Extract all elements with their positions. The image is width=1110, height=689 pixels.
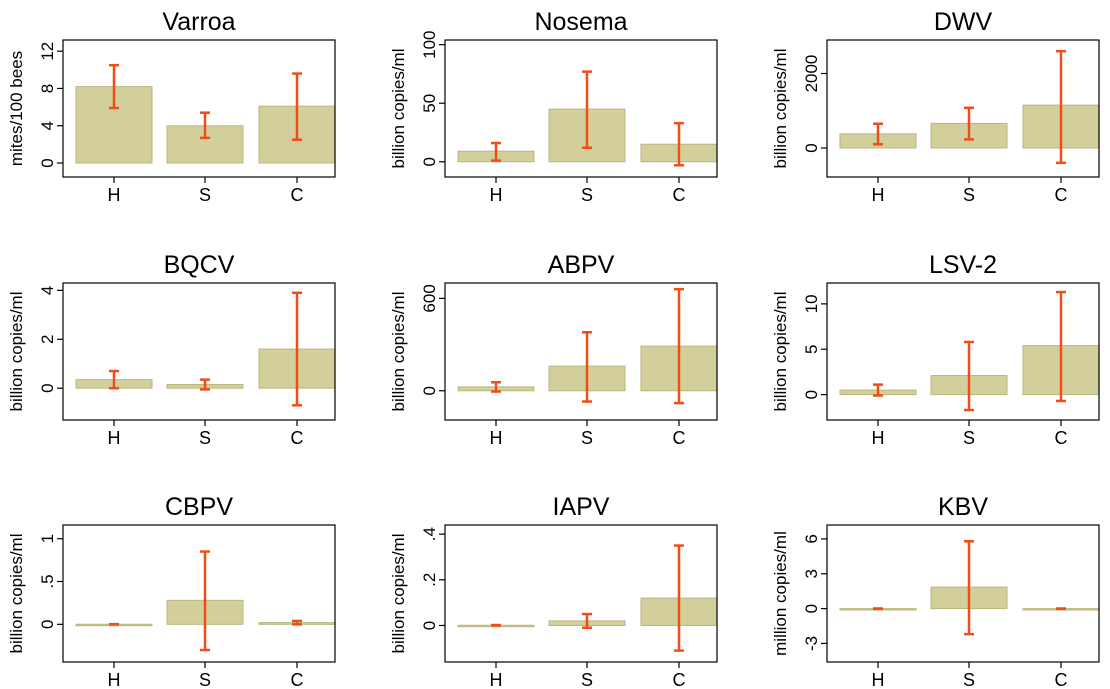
y-tick-label: .2 [420,573,439,587]
panel-dwv: DWV billion copies/ml 0 2000 H S C [771,8,1099,205]
y-tick-label: 5 [802,344,821,353]
panel-cbpv: CBPV billion copies/ml 0 .5 1 H S C [7,493,335,689]
panel-title: CBPV [165,493,233,521]
y-tick-label: 4 [38,286,57,295]
y-tick-label: -3 [802,636,821,651]
x-tick-label: C [673,185,686,205]
x-tick-label: H [490,670,503,689]
x-tick-label: H [108,185,121,205]
y-tick-label: 8 [38,84,57,93]
y-tick-label: 0 [38,383,57,392]
panel-iapv: IAPV billion copies/ml 0 .2 .4 H S C [389,493,717,689]
x-tick-label: H [490,428,503,448]
y-tick-label: 100 [420,30,439,58]
x-tick-label: S [581,185,593,205]
y-tick-label: 0 [420,157,439,166]
x-tick-label: S [963,185,975,205]
y-tick-label: .5 [38,574,57,588]
x-tick-label: C [673,428,686,448]
panel-abpv: ABPV billion copies/ml 0 600 H S C [389,251,717,448]
y-tick-label: 600 [420,284,439,312]
panel-lsv-2: LSV-2 billion copies/ml 0 5 10 H S C [771,251,1099,448]
y-tick-label: 0 [420,621,439,630]
x-tick-label: S [581,428,593,448]
x-tick-label: H [872,670,885,689]
x-tick-label: H [872,185,885,205]
y-axis-label: billion copies/ml [771,292,790,412]
x-tick-label: C [291,670,304,689]
y-tick-label: 0 [38,620,57,629]
x-tick-label: C [1055,185,1068,205]
panel-nosema: Nosema billion copies/ml 0 50 100 H S C [389,8,717,205]
x-tick-label: C [291,428,304,448]
y-axis-label: billion copies/ml [7,534,26,654]
panel-title: BQCV [164,251,235,279]
y-tick-label: 4 [38,121,57,130]
x-tick-label: H [872,428,885,448]
y-tick-label: 1 [38,534,57,543]
x-tick-label: S [581,670,593,689]
y-axis-label: billion copies/ml [7,292,26,412]
x-tick-label: H [108,428,121,448]
panel-varroa: Varroa mites/100 bees 0 4 8 12 H S C [7,8,335,205]
plot-frame [63,525,335,662]
panel-title: Varroa [162,8,235,36]
y-tick-label: 50 [420,94,439,113]
panel-bqcv: BQCV billion copies/ml 0 2 4 H S C [7,251,335,448]
x-tick-label: C [1055,428,1068,448]
x-tick-label: C [291,185,304,205]
x-tick-label: S [963,670,975,689]
panel-title: DWV [934,8,993,36]
panel-title: IAPV [553,493,610,521]
x-tick-label: S [199,185,211,205]
y-axis-label: million copies/ml [771,531,790,656]
y-tick-label: 12 [38,42,57,61]
x-tick-label: C [673,670,686,689]
y-tick-label: 0 [420,386,439,395]
panel-title: LSV-2 [929,251,997,279]
x-tick-label: S [963,428,975,448]
y-tick-label: 3 [802,569,821,578]
y-tick-label: 0 [802,143,821,152]
y-tick-label: 0 [802,390,821,399]
y-tick-label: 10 [802,294,821,313]
x-tick-label: C [1055,670,1068,689]
y-axis-label: billion copies/ml [771,49,790,169]
y-axis-label: mites/100 bees [7,51,26,166]
y-axis-label: billion copies/ml [389,49,408,169]
y-axis-label: billion copies/ml [389,534,408,654]
y-tick-label: 0 [38,158,57,167]
y-tick-label: 2000 [802,55,821,93]
panel-title: KBV [938,493,988,521]
y-tick-label: 0 [802,604,821,613]
x-tick-label: S [199,428,211,448]
y-tick-label: 6 [802,534,821,543]
y-tick-label: 2 [38,335,57,344]
x-tick-label: S [199,670,211,689]
panel-kbv: KBV million copies/ml -3 0 3 6 H S C [771,493,1099,689]
x-tick-label: H [490,185,503,205]
panel-title: ABPV [548,251,615,279]
y-tick-label: .4 [420,527,439,541]
panel-title: Nosema [534,8,627,36]
y-axis-label: billion copies/ml [389,292,408,412]
x-tick-label: H [108,670,121,689]
